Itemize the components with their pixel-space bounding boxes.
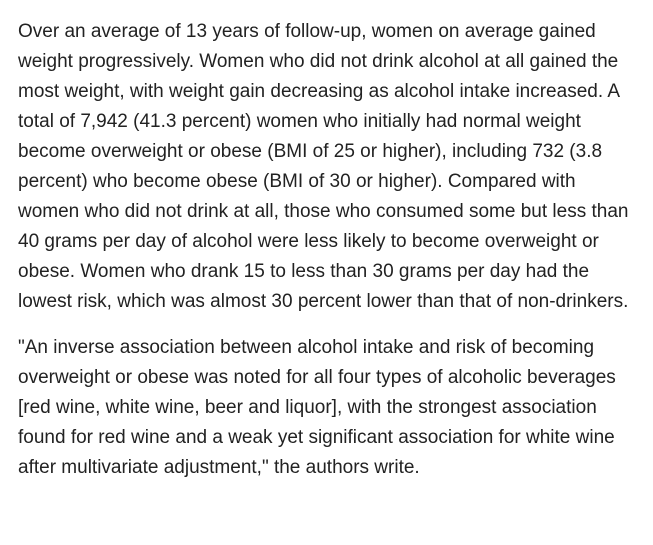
paragraph-findings: Over an average of 13 years of follow-up… (18, 21, 629, 312)
article-body: Over an average of 13 years of follow-up… (18, 17, 639, 483)
paragraph-author-quote: "An inverse association between alcohol … (18, 337, 616, 478)
